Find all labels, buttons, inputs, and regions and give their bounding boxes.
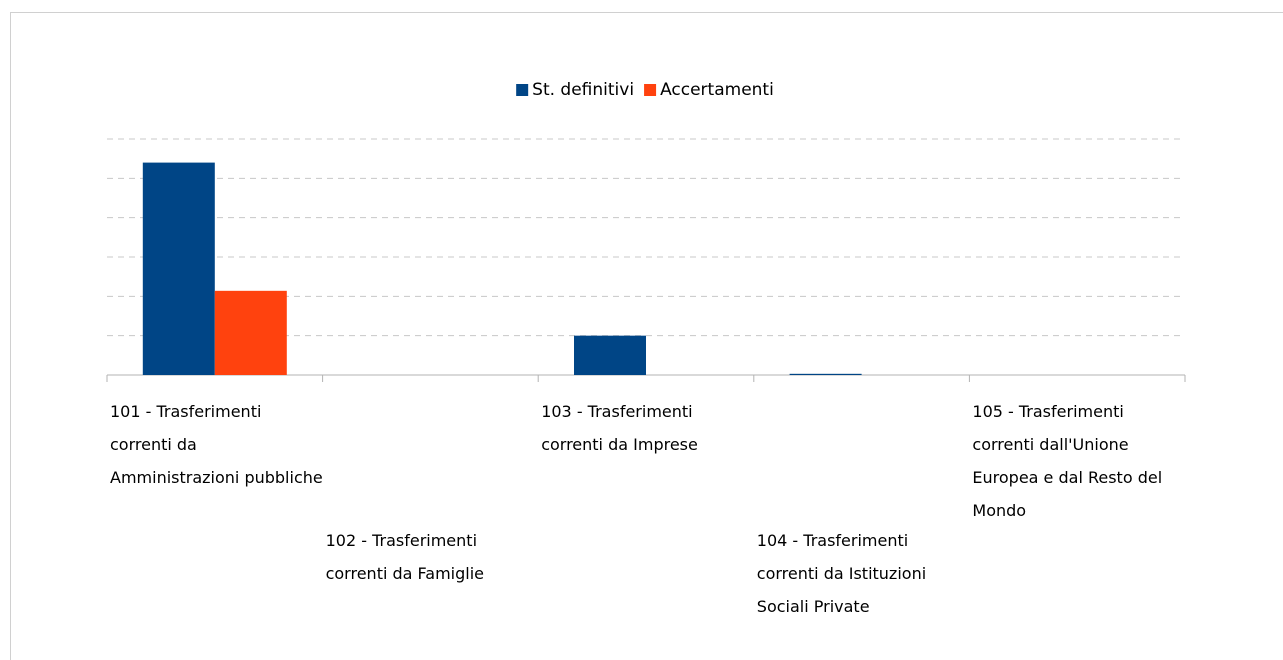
x-tick-label: 103 - Trasferimenti correnti da Imprese bbox=[541, 402, 698, 454]
bar bbox=[214, 290, 287, 375]
legend-swatch bbox=[516, 84, 529, 96]
bar bbox=[789, 373, 862, 375]
legend-swatch bbox=[644, 84, 657, 96]
bar bbox=[142, 162, 215, 375]
legend-label: Accertamenti bbox=[660, 80, 774, 100]
x-tick-label: 102 - Trasferimenti correnti da Famiglie bbox=[325, 531, 484, 583]
bar bbox=[574, 335, 646, 375]
x-tick-label: 101 - Trasferimenti correnti da Amminist… bbox=[110, 402, 323, 487]
frame bbox=[10, 12, 1283, 660]
legend-label: St. definitivi bbox=[532, 80, 634, 100]
x-tick-label: 104 - Trasferimenti correnti da Istituzi… bbox=[756, 531, 927, 616]
x-tick-label: 105 - Trasferimenti correnti dall'Unione… bbox=[972, 402, 1163, 520]
